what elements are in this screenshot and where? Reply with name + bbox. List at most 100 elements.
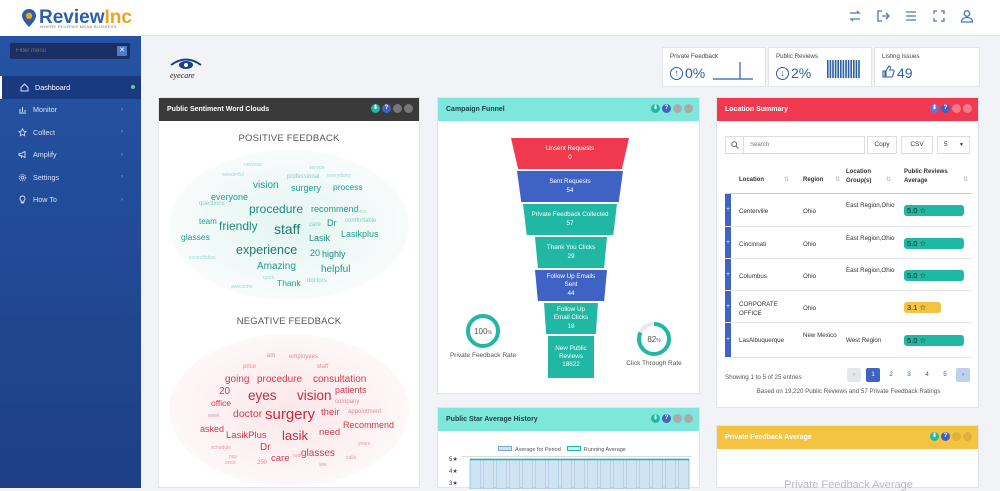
history-bar[interactable] (586, 458, 599, 489)
column-header[interactable]: Location Group(s) (846, 169, 872, 184)
minimize-icon[interactable] (952, 432, 961, 441)
expand-row-button[interactable]: + (725, 227, 731, 258)
sidebar-item-how-to[interactable]: How To › (0, 189, 141, 212)
help-icon[interactable]: ? (662, 104, 671, 113)
help-icon[interactable]: ? (382, 104, 391, 113)
sort-icon[interactable]: ⇅ (784, 177, 790, 183)
top-bar: ReviewInc WHERE REVIEWS MEAN BUSINESS (0, 0, 1000, 36)
history-bar[interactable] (469, 458, 482, 489)
ring-label: Private Feedback Rate (449, 352, 517, 359)
table-row[interactable]: + Centerville Ohio East Region,Ohio 5.0 ☆ (725, 194, 972, 227)
kpi-public-reviews[interactable]: Public Reviews ↓ 2% (768, 47, 872, 87)
close-icon[interactable] (404, 104, 413, 113)
funnel-step[interactable]: Thank You Clicks 29 (535, 237, 607, 268)
filter-menu-input[interactable] (16, 48, 116, 54)
click-through-rate-ring: 82% (637, 322, 671, 356)
expand-row-button[interactable]: + (725, 323, 731, 357)
sidebar-item-monitor[interactable]: Monitor › (0, 99, 141, 122)
page-button[interactable]: 5 (943, 371, 947, 378)
expand-row-button[interactable]: + (725, 259, 731, 290)
table-row[interactable]: + Columbus Ohio East Region,Ohio 5.0 ☆ (725, 259, 972, 291)
history-bar[interactable] (547, 458, 560, 489)
history-bar[interactable] (508, 458, 521, 489)
sidebar-item-amplify[interactable]: Amplify › (0, 144, 141, 167)
close-icon[interactable] (963, 104, 972, 113)
help-icon[interactable]: ? (941, 104, 950, 113)
fullscreen-icon[interactable] (932, 9, 946, 23)
history-bar[interactable] (495, 458, 508, 489)
menu-icon[interactable] (904, 9, 918, 23)
page-button[interactable]: 2 (889, 371, 893, 378)
search-input[interactable] (744, 142, 854, 148)
cloud-word: Amazing (257, 261, 296, 272)
app-logo[interactable]: ReviewInc WHERE REVIEWS MEAN BUSINESS (0, 0, 141, 36)
minimize-icon[interactable] (673, 414, 682, 423)
cloud-word: process (333, 182, 363, 192)
minimize-icon[interactable] (952, 104, 961, 113)
history-bar[interactable] (573, 458, 586, 489)
cloud-word: comfortable (345, 218, 377, 224)
sidebar-item-settings[interactable]: Settings › (0, 166, 141, 189)
logout-icon[interactable] (876, 9, 890, 23)
download-icon[interactable]: ⬇ (651, 104, 660, 113)
kpi-listing-issues[interactable]: Listing Issues 49 (874, 47, 980, 87)
next-page-button[interactable]: › (956, 368, 970, 382)
funnel-step[interactable]: Sent Requests 54 (517, 171, 623, 202)
user-icon[interactable] (960, 9, 974, 23)
download-icon[interactable]: ⬇ (930, 104, 939, 113)
help-icon[interactable]: ? (941, 432, 950, 441)
history-bar[interactable] (625, 458, 638, 489)
table-row[interactable]: + LasAlbuquerque New Mexico West Region 5.0 … (725, 323, 972, 358)
history-bar[interactable] (664, 458, 677, 489)
sort-icon[interactable]: ⇅ (886, 177, 892, 183)
sidebar-item-collect[interactable]: Collect › (0, 121, 141, 144)
history-bar[interactable] (534, 458, 547, 489)
close-icon[interactable] (684, 414, 693, 423)
table-row[interactable]: + Cincinnati Ohio East Region,Ohio 5.0 ☆ (725, 227, 972, 259)
page-button[interactable]: 1 (866, 368, 880, 382)
minimize-icon[interactable] (673, 104, 682, 113)
expand-row-button[interactable]: + (725, 194, 731, 226)
history-bar[interactable] (482, 458, 495, 489)
funnel-step-label: New Public Reviews (555, 344, 587, 360)
page-button[interactable]: 4 (925, 371, 929, 378)
funnel-step[interactable]: Private Feedback Collected 57 (523, 204, 617, 235)
close-icon[interactable] (684, 104, 693, 113)
minimize-icon[interactable] (393, 104, 402, 113)
download-icon[interactable]: ⬇ (371, 104, 380, 113)
page-size-select[interactable]: 5 ▼ (937, 136, 970, 154)
download-icon[interactable]: ⬇ (930, 432, 939, 441)
csv-button[interactable]: CSV (901, 136, 933, 154)
table-row[interactable]: + CORPORATE OFFICE Ohio 3.1 ☆ (725, 291, 972, 323)
history-bar[interactable] (612, 458, 625, 489)
history-bar[interactable] (599, 458, 612, 489)
funnel-step[interactable]: Follow Up Emails Sent 44 (535, 270, 607, 301)
close-icon[interactable] (963, 432, 972, 441)
column-header[interactable]: Public Reviews Average (904, 169, 948, 184)
copy-button[interactable]: Copy (867, 136, 897, 154)
sort-icon[interactable]: ⇅ (835, 177, 841, 183)
column-header[interactable]: Location (739, 177, 764, 183)
showing-entries: Showing 1 to 5 of 25 entries (725, 374, 802, 381)
cloud-word: friendly (219, 219, 258, 233)
sort-icon[interactable]: ⇅ (963, 177, 969, 183)
download-icon[interactable]: ⬇ (651, 414, 660, 423)
funnel-step[interactable]: Unsent Requests 0 (511, 138, 629, 169)
history-bar[interactable] (651, 458, 664, 489)
page-button[interactable]: 3 (907, 371, 911, 378)
column-header[interactable]: Region (803, 177, 824, 183)
sidebar-item-dashboard[interactable]: Dashboard (0, 76, 141, 99)
kpi-private-feedback[interactable]: Private Feedback ↑ 0% (662, 47, 766, 87)
filter-clear-button[interactable]: ✕ (117, 46, 127, 56)
expand-row-button[interactable]: + (725, 291, 731, 322)
history-bar[interactable] (521, 458, 534, 489)
funnel-step[interactable]: Follow Up Email Clicks 18 (544, 303, 598, 334)
history-bar[interactable] (638, 458, 651, 489)
history-bar[interactable] (677, 458, 690, 489)
help-icon[interactable]: ? (662, 414, 671, 423)
history-bar[interactable] (560, 458, 573, 489)
transfer-icon[interactable] (848, 9, 862, 23)
prev-page-button[interactable]: ‹ (847, 368, 861, 382)
cloud-word: nervous (244, 162, 262, 168)
funnel-step[interactable]: New Public Reviews 18822 (548, 336, 594, 378)
